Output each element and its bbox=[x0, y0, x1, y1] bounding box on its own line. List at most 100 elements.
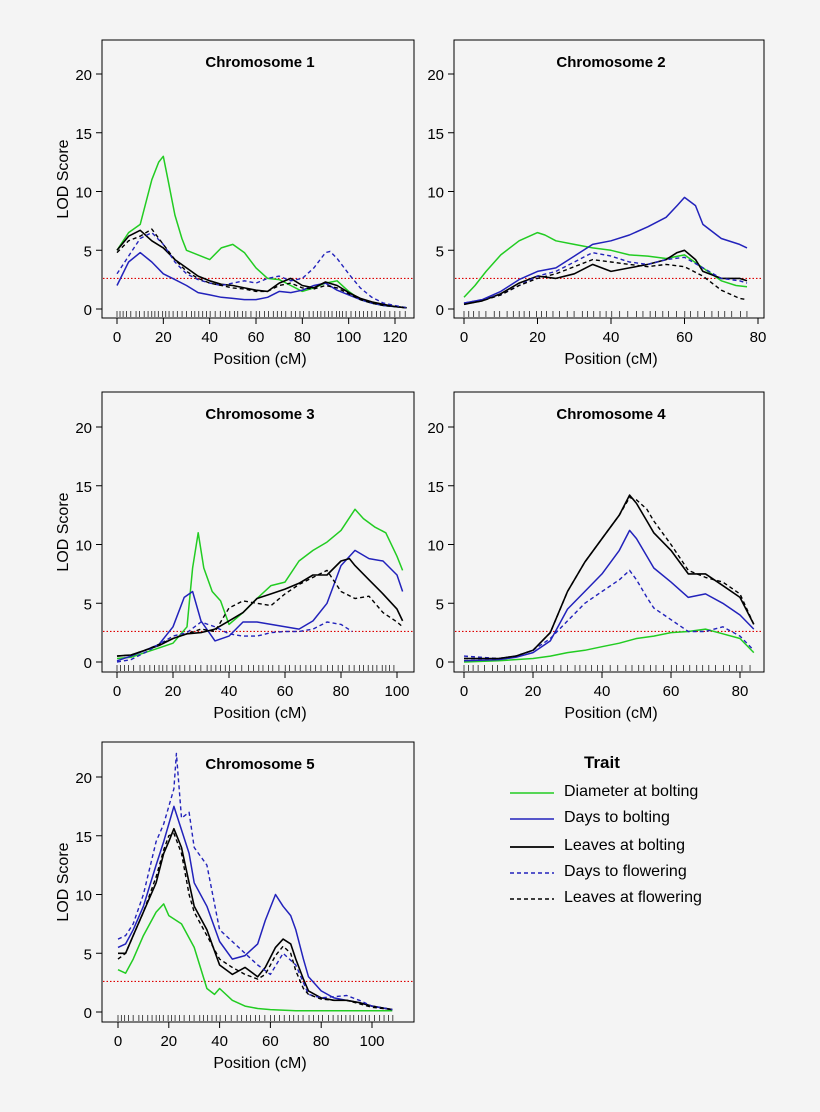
x-tick-label: 0 bbox=[460, 329, 468, 346]
series-line-diameter-at-bolting bbox=[117, 903, 393, 1012]
y-axis-label: LOD Score bbox=[55, 492, 72, 571]
marker-rug bbox=[117, 1015, 394, 1021]
y-tick-label: 5 bbox=[436, 243, 444, 260]
y-tick-label: 15 bbox=[427, 479, 444, 496]
series-group bbox=[117, 752, 393, 1012]
x-axis-label: Position (cM) bbox=[213, 705, 306, 722]
x-tick-label: 20 bbox=[529, 329, 546, 346]
y-tick-label: 10 bbox=[75, 538, 92, 555]
x-tick-label: 100 bbox=[336, 329, 361, 346]
series-group bbox=[116, 155, 407, 309]
x-axis-label: Position (cM) bbox=[213, 351, 306, 368]
y-tick-label: 15 bbox=[75, 829, 92, 846]
x-tick-label: 40 bbox=[211, 1033, 228, 1050]
x-tick-label: 0 bbox=[113, 329, 121, 346]
panel-chromosome-4: Chromosome 4 0 5 10 15 20 0 20 40 60 80 Position (c… bbox=[427, 391, 765, 722]
y-tick-label: 5 bbox=[84, 946, 92, 963]
y-tick-label: 15 bbox=[75, 479, 92, 496]
x-tick-label: 80 bbox=[333, 683, 350, 700]
series-line-days-to-flowering bbox=[116, 231, 407, 309]
series-group bbox=[463, 494, 755, 663]
panel-chromosome-5: Chromosome 5 0 5 10 15 20 0 20 40 60 80 100 Position… bbox=[55, 741, 415, 1072]
legend-item-days-flowering: Days to flowering bbox=[510, 862, 810, 886]
y-tick-label: 20 bbox=[427, 67, 444, 84]
x-tick-label: 20 bbox=[160, 1033, 177, 1050]
x-tick-label: 120 bbox=[382, 329, 407, 346]
x-tick-label: 80 bbox=[313, 1033, 330, 1050]
series-group bbox=[116, 508, 404, 663]
plot-frame bbox=[101, 741, 415, 1023]
y-tick-label: 10 bbox=[75, 185, 92, 202]
legend-label: Leaves at flowering bbox=[564, 889, 702, 906]
x-tick-label: 60 bbox=[248, 329, 265, 346]
legend-label: Days to flowering bbox=[564, 863, 687, 880]
series-line-leaves-at-flowering bbox=[463, 258, 748, 305]
series-line-leaves-at-bolting bbox=[118, 827, 393, 1011]
x-tick-label: 60 bbox=[676, 329, 693, 346]
y-tick-label: 0 bbox=[84, 655, 92, 672]
x-tick-label: 20 bbox=[165, 683, 182, 700]
x-axis-label: Position (cM) bbox=[564, 351, 657, 368]
series-line-days-to-bolting bbox=[117, 805, 393, 1011]
series-line-days-to-bolting bbox=[116, 549, 404, 662]
chart-title: Chromosome 1 bbox=[205, 54, 314, 71]
x-tick-label: 100 bbox=[384, 683, 409, 700]
y-tick-label: 10 bbox=[427, 185, 444, 202]
y-tick-label: 10 bbox=[427, 538, 444, 555]
y-axis-label: LOD Score bbox=[55, 842, 72, 921]
chart-title: Chromosome 3 bbox=[205, 406, 314, 423]
marker-rug bbox=[463, 311, 748, 317]
chart-title: Chromosome 4 bbox=[556, 406, 666, 423]
y-tick-label: 0 bbox=[84, 1005, 92, 1022]
panel-chromosome-2: Chromosome 2 0 5 10 15 20 0 20 40 60 80 Position (c… bbox=[427, 39, 767, 368]
series-line-leaves-at-flowering bbox=[116, 228, 407, 309]
y-axis-label: LOD Score bbox=[55, 139, 72, 218]
series-line-days-to-flowering bbox=[116, 621, 353, 663]
series-line-days-to-bolting bbox=[463, 529, 755, 662]
x-tick-label: 80 bbox=[294, 329, 311, 346]
x-tick-label: 40 bbox=[221, 683, 238, 700]
x-tick-label: 20 bbox=[155, 329, 172, 346]
legend-item-leaves-bolting: Leaves at bolting bbox=[510, 836, 810, 860]
y-tick-label: 15 bbox=[75, 126, 92, 143]
series-group bbox=[463, 196, 748, 306]
y-tick-label: 10 bbox=[75, 888, 92, 905]
x-tick-label: 40 bbox=[594, 683, 611, 700]
panel-chromosome-1: Chromosome 1 0 5 10 15 20 0 20 40 60 80 100 120 Posit… bbox=[55, 39, 415, 368]
x-tick-label: 60 bbox=[262, 1033, 279, 1050]
series-line-days-to-bolting bbox=[463, 196, 748, 304]
plot-frame bbox=[101, 39, 415, 319]
y-tick-label: 0 bbox=[436, 302, 444, 319]
legend-item-diameter-bolting: Diameter at bolting bbox=[510, 782, 810, 806]
legend-label: Days to bolting bbox=[564, 809, 670, 826]
x-tick-label: 40 bbox=[603, 329, 620, 346]
x-axis-label: Position (cM) bbox=[564, 705, 657, 722]
y-tick-label: 20 bbox=[75, 420, 92, 437]
series-line-days-to-bolting bbox=[116, 251, 407, 309]
x-tick-label: 100 bbox=[359, 1033, 384, 1050]
marker-rug bbox=[116, 311, 406, 317]
series-line-leaves-at-flowering bbox=[464, 496, 755, 660]
series-line-leaves-at-flowering bbox=[117, 832, 393, 1011]
y-tick-label: 20 bbox=[427, 420, 444, 437]
y-tick-label: 20 bbox=[75, 770, 92, 787]
plot-frame bbox=[453, 39, 765, 319]
plot-frame bbox=[101, 391, 415, 673]
x-tick-label: 80 bbox=[750, 329, 767, 346]
x-tick-label: 0 bbox=[114, 1033, 122, 1050]
legend-item-leaves-flowering: Leaves at flowering bbox=[510, 888, 810, 912]
legend-title: Trait bbox=[584, 753, 620, 772]
legend-item-days-bolting: Days to bolting bbox=[510, 808, 810, 832]
y-tick-label: 0 bbox=[84, 302, 92, 319]
x-tick-label: 60 bbox=[663, 683, 680, 700]
x-tick-label: 60 bbox=[277, 683, 294, 700]
legend-label: Diameter at bolting bbox=[564, 783, 699, 800]
y-tick-label: 15 bbox=[427, 126, 444, 143]
plot-frame bbox=[453, 391, 765, 673]
panel-chromosome-3: Chromosome 3 0 5 10 15 20 0 20 40 60 80 100 Position… bbox=[55, 391, 415, 722]
y-tick-label: 5 bbox=[436, 596, 444, 613]
legend-label: Leaves at bolting bbox=[564, 837, 685, 854]
x-axis-label: Position (cM) bbox=[213, 1055, 306, 1072]
y-tick-label: 5 bbox=[84, 243, 92, 260]
